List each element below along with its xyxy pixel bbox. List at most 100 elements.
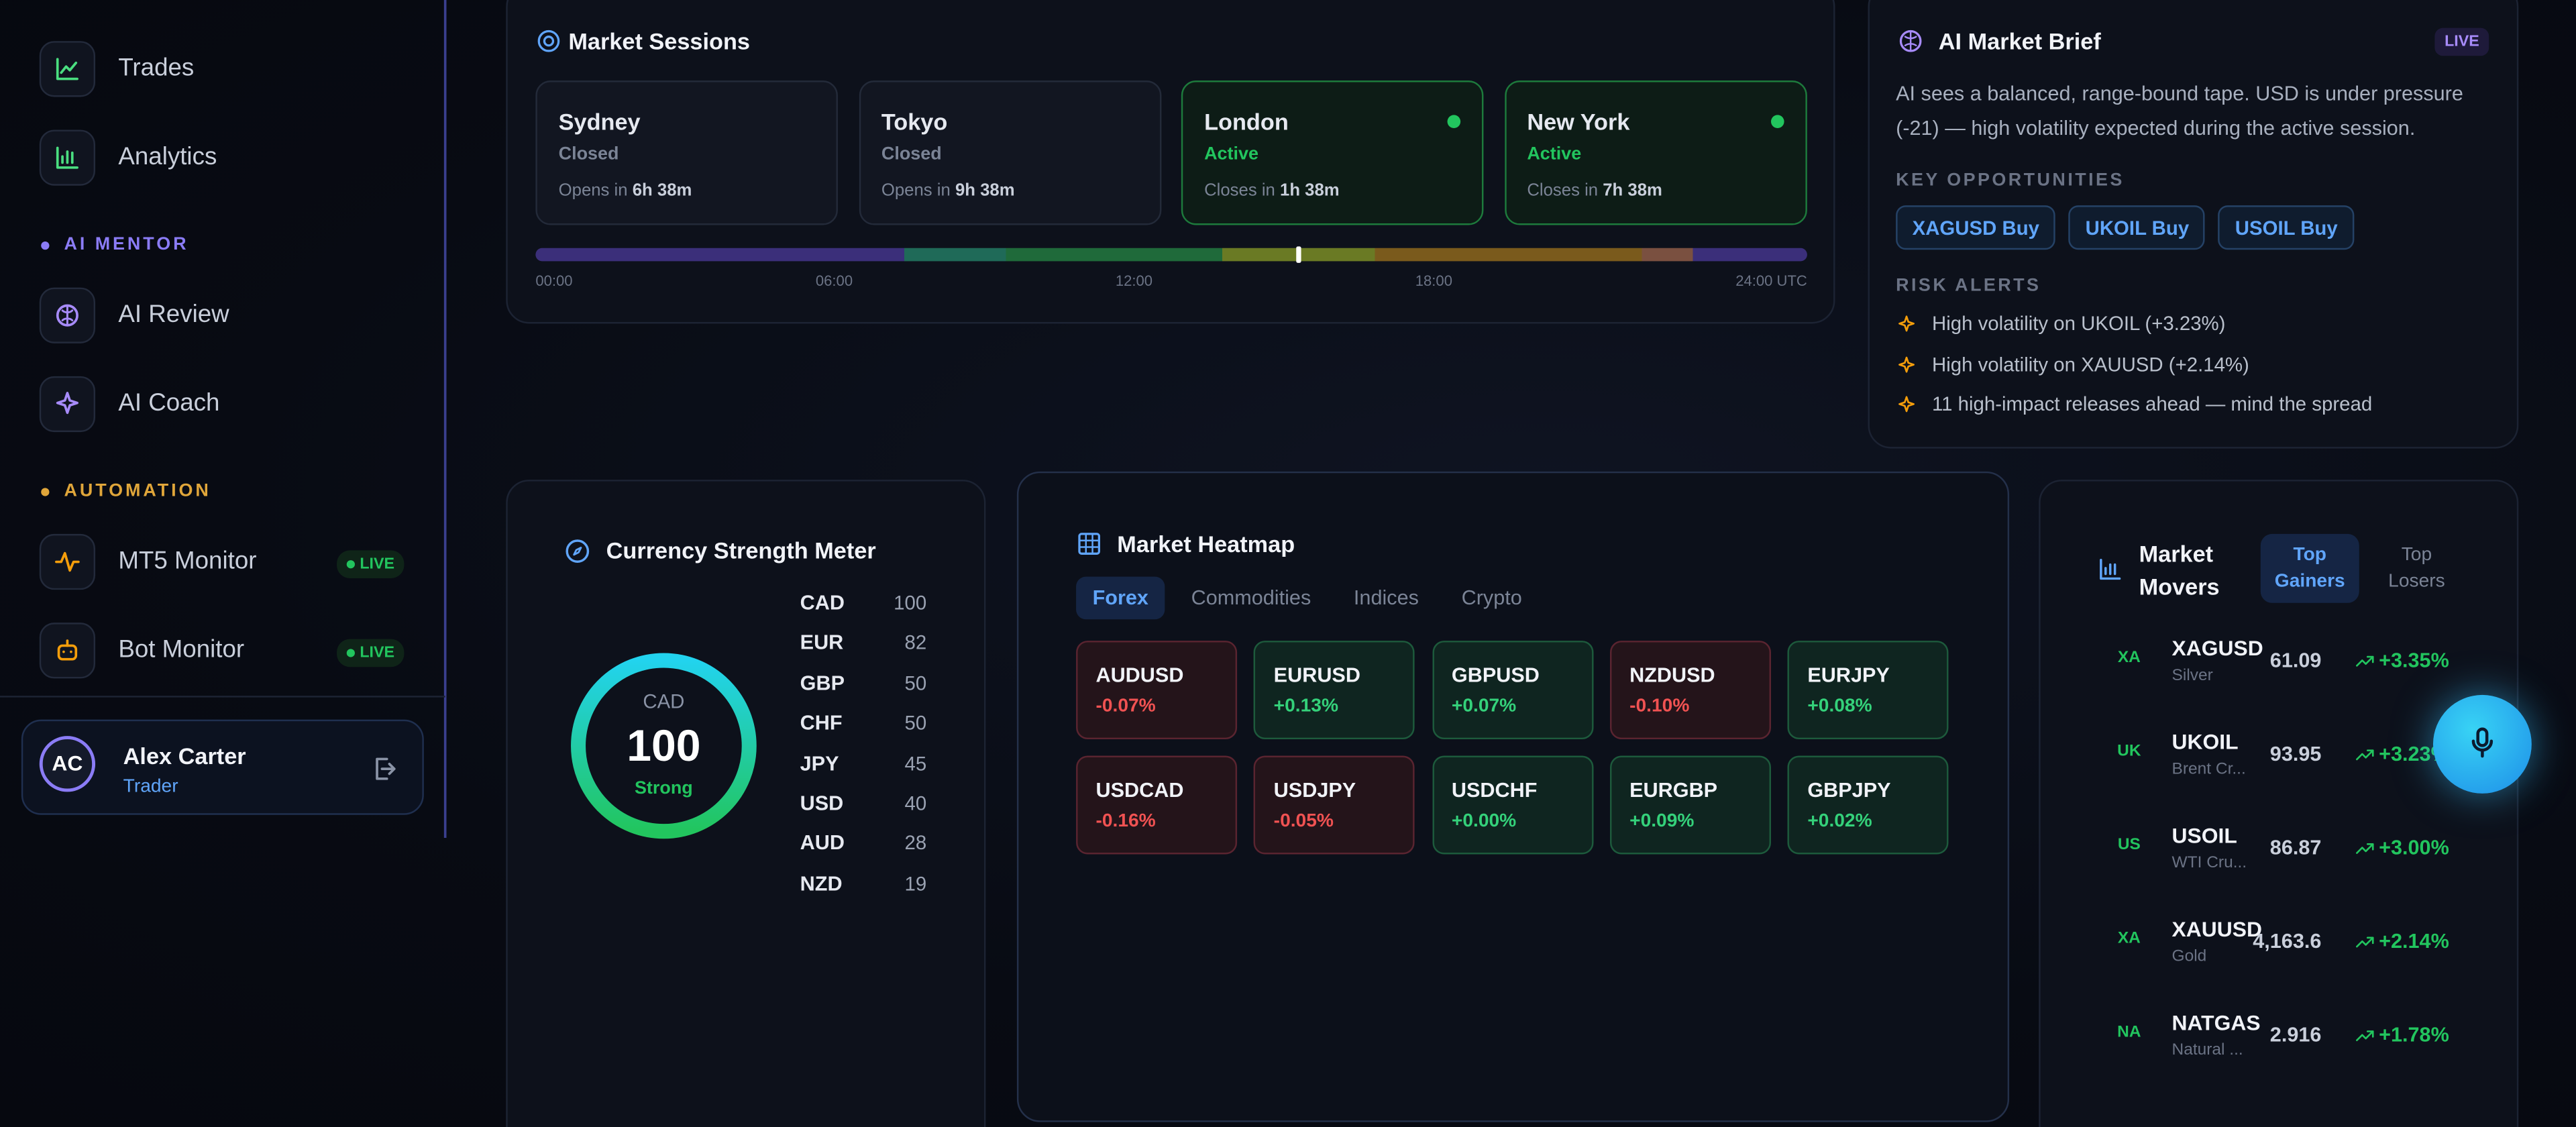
movers-tab[interactable]: Top Losers bbox=[2388, 545, 2445, 592]
timeline-now bbox=[1296, 246, 1301, 263]
heatmap-tile[interactable]: EURJPY +0.08% bbox=[1787, 641, 1949, 740]
heatmap-tab[interactable]: Crypto bbox=[1461, 586, 1522, 610]
nav-label[interactable]: AI Review bbox=[118, 301, 229, 329]
panel-title: Market Movers bbox=[2139, 540, 2220, 600]
panel-title: Market Sessions bbox=[568, 28, 750, 54]
mover-name: Gold bbox=[2171, 948, 2207, 967]
subheading: RISK ALERTS bbox=[1896, 276, 2041, 296]
logout-button[interactable] bbox=[370, 754, 399, 784]
countdown-value: 9h 38m bbox=[955, 180, 1015, 201]
panel-title: Market Heatmap bbox=[1117, 531, 1295, 557]
mover-symbol: XAGUSD bbox=[2171, 635, 2263, 661]
heatmap-tab[interactable]: Forex bbox=[1076, 576, 1165, 620]
nav-icon-box[interactable] bbox=[39, 533, 96, 590]
mover-symbol: USOIL bbox=[2171, 822, 2237, 848]
currency-code: GBP bbox=[800, 672, 845, 695]
tile-change: -0.10% bbox=[1629, 696, 1690, 716]
timeline-label: 12:00 bbox=[1115, 272, 1153, 290]
trend-icon bbox=[2356, 1030, 2374, 1042]
risk-alert: 11 high-impact releases ahead — mind the… bbox=[1932, 392, 2373, 416]
gauge-value: 100 bbox=[627, 721, 701, 771]
ai-brief-icon bbox=[1899, 30, 1922, 52]
heatmap-tile[interactable]: EURGBP +0.09% bbox=[1609, 755, 1771, 855]
mover-badge: UK bbox=[2117, 742, 2141, 761]
tile-pair: USDCAD bbox=[1095, 778, 1184, 802]
mover-change: +3.35% bbox=[2379, 649, 2449, 672]
currency-code: JPY bbox=[800, 751, 839, 775]
tile-change: +0.08% bbox=[1807, 696, 1872, 716]
mover-symbol: NATGAS bbox=[2171, 1010, 2261, 1035]
tile-pair: NZDUSD bbox=[1629, 663, 1715, 687]
mover-price: 93.95 bbox=[2269, 742, 2322, 766]
heatmap-tile[interactable]: USDCAD -0.16% bbox=[1076, 755, 1238, 855]
nav-icon-box[interactable] bbox=[39, 287, 96, 343]
heatmap-tile[interactable]: USDCHF +0.00% bbox=[1432, 755, 1593, 855]
tile-pair: USDCHF bbox=[1451, 778, 1538, 802]
countdown-label: Closes in bbox=[1527, 180, 1599, 201]
nav-label[interactable]: Bot Monitor bbox=[118, 635, 245, 664]
session-countdown: Opens in 6h 38m bbox=[559, 180, 692, 200]
mover-price: 2.916 bbox=[2269, 1023, 2322, 1047]
nav-label[interactable]: AI Coach bbox=[118, 389, 220, 418]
tile-change: +0.02% bbox=[1807, 811, 1872, 832]
session-timeline bbox=[535, 248, 1807, 262]
nav-icon bbox=[56, 146, 78, 169]
mover-price: 4,163.6 bbox=[2253, 930, 2322, 953]
trend-icon bbox=[2356, 936, 2374, 948]
ai-summary: AI sees a balanced, range-bound tape. US… bbox=[1896, 82, 2463, 139]
heatmap-tab[interactable]: Indices bbox=[1353, 586, 1419, 610]
currency-score: 50 bbox=[904, 672, 927, 695]
mover-name: WTI Cru... bbox=[2171, 854, 2247, 873]
opportunity-chip[interactable]: USOIL Buy bbox=[2218, 205, 2355, 250]
countdown-value: 6h 38m bbox=[632, 180, 692, 201]
heatmap-tile[interactable]: AUDUSD -0.07% bbox=[1076, 641, 1238, 740]
section-dot bbox=[41, 488, 50, 496]
nav-label[interactable]: Analytics bbox=[118, 143, 217, 171]
heatmap-tab[interactable]: Commodities bbox=[1191, 586, 1311, 610]
nav-icon-box[interactable] bbox=[39, 376, 96, 433]
heatmap-icon bbox=[1078, 533, 1101, 555]
countdown-label: Opens in bbox=[558, 180, 628, 201]
mover-badge: XA bbox=[2117, 649, 2141, 667]
active-dot bbox=[1447, 115, 1461, 129]
opportunity-chip[interactable]: XAGUSD Buy bbox=[1896, 205, 2056, 250]
risk-icon bbox=[1898, 356, 1915, 372]
gauge-label: Strong bbox=[634, 778, 693, 799]
session-status: Active bbox=[1204, 144, 1258, 164]
section-title: AUTOMATION bbox=[64, 481, 211, 501]
tile-pair: AUDUSD bbox=[1095, 663, 1184, 687]
subheading: KEY OPPORTUNITIES bbox=[1896, 170, 2125, 191]
tile-pair: GBPUSD bbox=[1451, 663, 1540, 687]
nav-icon bbox=[56, 58, 78, 80]
mover-name: Silver bbox=[2171, 667, 2213, 686]
user-role: Trader bbox=[123, 777, 178, 797]
nav-icon-box[interactable] bbox=[39, 623, 96, 679]
opportunity-chip[interactable]: UKOIL Buy bbox=[2069, 205, 2206, 250]
session-name: Sydney bbox=[558, 108, 641, 135]
trend-icon bbox=[2356, 655, 2374, 667]
session-name: London bbox=[1204, 108, 1289, 135]
heatmap-tile[interactable]: EURUSD +0.13% bbox=[1254, 641, 1415, 740]
heatmap-tile[interactable]: NZDUSD -0.10% bbox=[1609, 641, 1771, 740]
live-badge: LIVE bbox=[2434, 28, 2489, 56]
nav-label[interactable]: MT5 Monitor bbox=[118, 547, 257, 576]
heatmap-tile[interactable]: GBPUSD +0.07% bbox=[1432, 641, 1593, 740]
heatmap-tile[interactable]: USDJPY -0.05% bbox=[1254, 755, 1415, 855]
nav-icon-box[interactable] bbox=[39, 41, 96, 97]
tile-change: -0.07% bbox=[1095, 696, 1156, 716]
voice-button[interactable] bbox=[2432, 694, 2532, 794]
strength-panel bbox=[506, 480, 986, 1127]
session-status: Closed bbox=[881, 144, 942, 164]
active-dot bbox=[1770, 115, 1784, 129]
section-title: AI MENTOR bbox=[64, 235, 189, 255]
heatmap-tile[interactable]: GBPJPY +0.02% bbox=[1787, 755, 1949, 855]
nav-icon-box[interactable] bbox=[39, 129, 96, 186]
nav-label[interactable]: Trades bbox=[118, 54, 195, 83]
timeline-label: 24:00 UTC bbox=[1735, 272, 1807, 290]
currency-code: AUD bbox=[800, 832, 845, 855]
mover-name: Natural ... bbox=[2171, 1041, 2243, 1060]
movers-tab[interactable]: Top Gainers bbox=[2260, 533, 2359, 603]
timeline-label: 00:00 bbox=[535, 272, 573, 290]
currency-code: EUR bbox=[800, 631, 844, 655]
